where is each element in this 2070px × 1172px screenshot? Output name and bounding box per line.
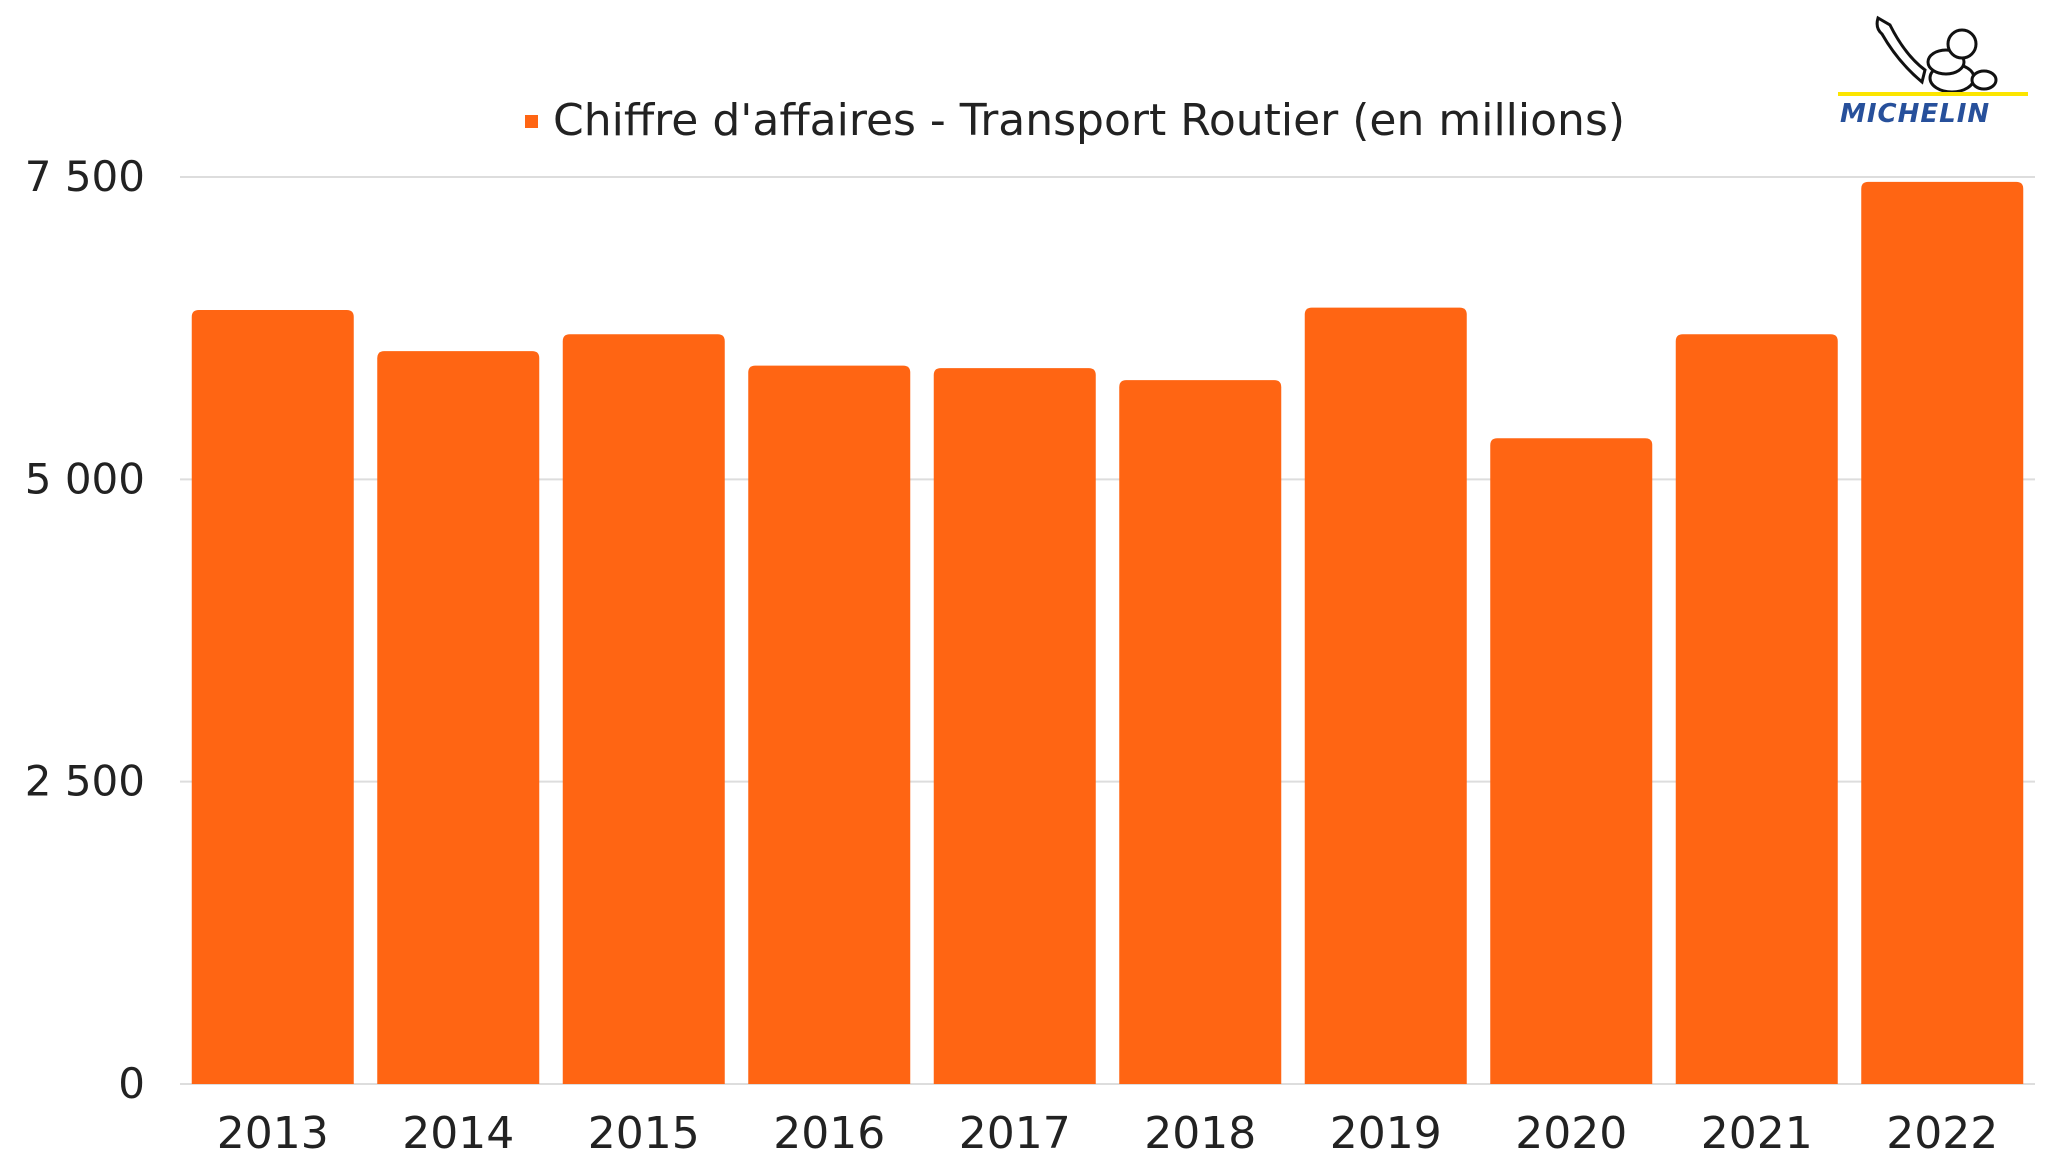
y-tick-label: 5 000 bbox=[25, 454, 145, 503]
legend-label: Chiffre d'affaires - Transport Routier (… bbox=[553, 95, 1625, 146]
x-axis-tick-labels: 2013 2014 2015 2016 2017 2018 2019 2020 2021 2022 bbox=[217, 1108, 1998, 1159]
bar-2014 bbox=[377, 351, 540, 1084]
y-tick-label: 7 500 bbox=[25, 152, 145, 201]
michelin-logo: MICHELIN bbox=[1838, 15, 2028, 129]
x-tick-label: 2021 bbox=[1701, 1108, 1813, 1159]
x-tick-label: 2019 bbox=[1330, 1108, 1442, 1159]
logo-accent-bar bbox=[1838, 92, 2028, 96]
bibendum-icon bbox=[1875, 15, 1998, 94]
x-tick-label: 2015 bbox=[588, 1108, 700, 1159]
y-tick-label: 0 bbox=[118, 1059, 145, 1108]
bar-2020 bbox=[1490, 438, 1653, 1084]
logo-wordmark: MICHELIN bbox=[1840, 99, 1990, 129]
bar-2016 bbox=[748, 365, 911, 1084]
bar-2015 bbox=[562, 334, 725, 1084]
bar-2013 bbox=[191, 310, 354, 1084]
y-tick-label: 2 500 bbox=[25, 757, 145, 806]
legend: Chiffre d'affaires - Transport Routier (… bbox=[525, 95, 1625, 146]
x-tick-label: 2016 bbox=[773, 1108, 885, 1159]
bar-2019 bbox=[1304, 307, 1467, 1084]
bar-2021 bbox=[1675, 334, 1838, 1084]
x-tick-label: 2018 bbox=[1144, 1108, 1256, 1159]
y-axis-tick-labels: 0 2 500 5 000 7 500 bbox=[25, 152, 145, 1108]
x-tick-label: 2020 bbox=[1515, 1108, 1627, 1159]
x-tick-label: 2014 bbox=[402, 1108, 514, 1159]
bar-2022 bbox=[1861, 181, 2024, 1084]
bars bbox=[191, 181, 2024, 1085]
bar-2017 bbox=[933, 368, 1096, 1084]
x-tick-label: 2022 bbox=[1886, 1108, 1998, 1159]
x-tick-label: 2017 bbox=[959, 1108, 1071, 1159]
x-tick-label: 2013 bbox=[217, 1108, 329, 1159]
bar-2018 bbox=[1119, 380, 1282, 1085]
legend-swatch bbox=[525, 115, 538, 128]
